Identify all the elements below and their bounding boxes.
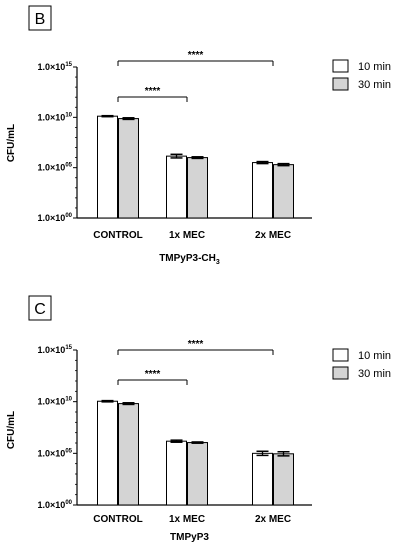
legend-label: 30 min xyxy=(358,368,391,380)
y-tick-base: 1.0×10 xyxy=(38,163,66,173)
panel-label-box xyxy=(28,5,52,31)
significance-label: **** xyxy=(145,369,161,380)
bar-30-min-2x-mec xyxy=(273,164,294,219)
x-tick-label: 1x MEC xyxy=(169,230,205,241)
x-tick-label: 2x MEC xyxy=(255,514,291,525)
x-tick-label: 2x MEC xyxy=(255,230,291,241)
bar-10-min-1x-mec xyxy=(166,155,187,219)
bar-30-min-2x-mec xyxy=(273,453,294,506)
x-axis-label-main: TMPyP3 xyxy=(170,532,209,543)
y-tick-base: 1.0×10 xyxy=(38,112,66,122)
bar-30-min-1x-mec xyxy=(187,157,208,219)
bar-10-min-2x-mec xyxy=(252,162,273,219)
y-tick-exponent: 00 xyxy=(65,213,72,219)
y-tick-base: 1.0×10 xyxy=(38,213,66,223)
y-tick-exponent: 05 xyxy=(65,448,72,454)
x-tick-label: CONTROL xyxy=(93,230,142,241)
x-tick-label: 1x MEC xyxy=(169,514,205,525)
bar-30-min-control xyxy=(118,403,139,506)
x-axis-label-subscript: 3 xyxy=(216,259,220,266)
bar-10-min-1x-mec xyxy=(166,440,187,506)
significance-label: **** xyxy=(145,86,161,97)
y-tick-exponent: 10 xyxy=(65,112,72,118)
y-tick-label: 1.0×1000 xyxy=(38,213,73,223)
y-tick-base: 1.0×10 xyxy=(38,345,66,355)
y-tick-label: 1.0×1000 xyxy=(38,500,73,510)
y-tick-label: 1.0×1015 xyxy=(38,62,73,72)
y-tick-label: 1.0×1005 xyxy=(38,163,73,173)
panel-label: C xyxy=(34,301,46,318)
y-tick-label: 1.0×1010 xyxy=(38,112,73,122)
y-axis-label: CFU/mL xyxy=(6,411,17,449)
significance-label: **** xyxy=(188,50,204,61)
chart-panel-b: B1.0×10151.0×10101.0×10051.0×1000CFU/mLC… xyxy=(6,5,391,266)
y-tick-label: 1.0×1015 xyxy=(38,345,73,355)
y-tick-label: 1.0×1005 xyxy=(38,448,73,458)
x-axis-label-main: TMPyP3-CH xyxy=(159,253,216,264)
chart-panel-c: C1.0×10151.0×10101.0×10051.0×1000CFU/mLC… xyxy=(6,295,391,543)
significance-label: **** xyxy=(188,339,204,350)
y-tick-exponent: 05 xyxy=(65,163,72,169)
bar-10-min-control xyxy=(97,115,118,219)
bar-10-min-2x-mec xyxy=(252,452,273,506)
panel-label: B xyxy=(35,11,46,28)
y-tick-base: 1.0×10 xyxy=(38,448,66,458)
legend-swatch xyxy=(332,77,349,91)
y-axis-label: CFU/mL xyxy=(6,124,17,162)
y-tick-exponent: 15 xyxy=(65,62,72,68)
bar-10-min-control xyxy=(97,400,118,506)
bar-30-min-1x-mec xyxy=(187,442,208,506)
panel-label-box xyxy=(28,295,52,321)
legend-swatch xyxy=(332,366,349,380)
y-tick-exponent: 10 xyxy=(65,397,72,403)
y-tick-label: 1.0×1010 xyxy=(38,397,73,407)
y-tick-base: 1.0×10 xyxy=(38,500,66,510)
y-tick-exponent: 15 xyxy=(65,345,72,351)
bar-30-min-control xyxy=(118,118,139,219)
y-tick-base: 1.0×10 xyxy=(38,397,66,407)
x-tick-label: CONTROL xyxy=(93,514,142,525)
y-tick-exponent: 00 xyxy=(65,500,72,506)
x-axis-label: TMPyP3 xyxy=(170,532,209,543)
legend-swatch xyxy=(332,348,349,362)
legend-swatch xyxy=(332,59,349,73)
x-axis-label: TMPyP3-CH3 xyxy=(159,253,220,266)
legend-label: 10 min xyxy=(358,61,391,73)
legend-label: 30 min xyxy=(358,79,391,91)
legend-label: 10 min xyxy=(358,350,391,362)
y-tick-base: 1.0×10 xyxy=(38,62,66,72)
